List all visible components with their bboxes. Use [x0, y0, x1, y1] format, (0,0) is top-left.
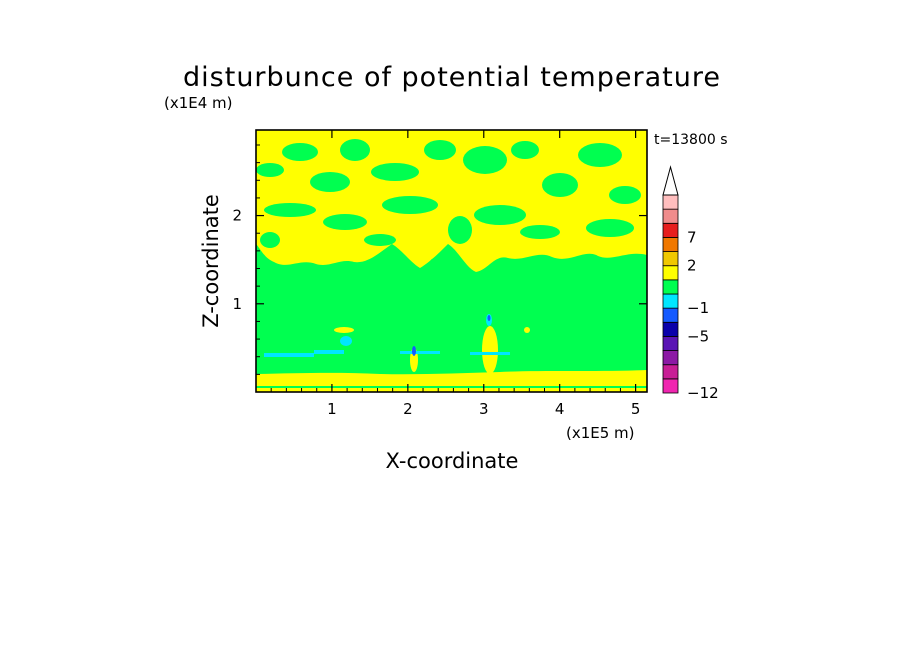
green-patch — [424, 140, 456, 160]
plot-frame — [255, 129, 648, 393]
green-patch — [364, 234, 396, 246]
colorbar-swatch — [662, 364, 679, 380]
colorbar-swatch — [662, 378, 679, 394]
colorbar-swatch — [662, 208, 679, 224]
colorbar-swatch — [662, 307, 679, 323]
green-patch — [310, 172, 350, 192]
green-patch — [609, 186, 641, 204]
y-axis-ticks: 12 — [232, 144, 647, 375]
colorbar-swatch — [662, 350, 679, 366]
cold-band — [314, 350, 344, 354]
cold-band — [470, 352, 510, 355]
green-patch — [260, 232, 280, 248]
green-patch — [282, 143, 318, 161]
green-patch — [586, 219, 634, 237]
x-axis-label: X-coordinate — [386, 449, 519, 473]
green-patch — [578, 143, 622, 167]
x-tick-label: 2 — [403, 400, 413, 418]
x-tick-label: 4 — [555, 400, 565, 418]
colorbar-label: 7 — [687, 228, 697, 246]
colorbar-swatch — [662, 293, 679, 309]
x-tick-label: 1 — [327, 400, 337, 418]
cold-band — [264, 353, 314, 357]
colorbar-swatch — [662, 194, 679, 210]
green-patch — [448, 216, 472, 244]
colorbar-extend-arrow — [662, 165, 679, 196]
colorbar-swatch — [662, 265, 679, 281]
y-unit-label: (x1E4 m) — [164, 94, 233, 112]
colorbar-swatch — [662, 321, 679, 337]
green-patch — [542, 173, 578, 197]
colorbar-swatch — [662, 237, 679, 252]
y-tick-label: 2 — [232, 207, 242, 225]
green-patch — [520, 225, 560, 239]
x-axis-ticks: 1 2 3 4 5 — [270, 130, 641, 418]
warm-column — [482, 326, 498, 374]
colorbar-swatch — [662, 222, 679, 238]
x-unit-label: (x1E5 m) — [566, 424, 635, 442]
colorbar-label: −12 — [687, 384, 719, 402]
cold-spot — [412, 346, 416, 356]
green-patch — [371, 163, 419, 181]
cold-spot — [340, 336, 352, 346]
green-patch — [264, 203, 316, 217]
green-patch — [382, 196, 438, 214]
warm-spot — [524, 327, 530, 333]
green-patch — [323, 214, 367, 230]
chart-title: disturbunce of potential temperature — [183, 62, 721, 93]
colorbar-label: −5 — [687, 327, 709, 345]
green-patch — [430, 257, 450, 267]
colorbar-swatch — [662, 251, 679, 267]
y-tick-label: 1 — [232, 295, 242, 313]
time-label: t=13800 s — [654, 132, 728, 148]
green-patch — [463, 146, 507, 174]
contour-field — [256, 130, 647, 392]
green-patch — [340, 139, 370, 161]
green-patch — [256, 163, 284, 177]
green-patch — [511, 141, 539, 159]
colorbar-swatch — [662, 336, 679, 351]
colorbar: 7 2 −1 −5 −12 — [662, 165, 719, 402]
cold-spot — [487, 315, 491, 321]
y-axis-label: Z-coordinate — [199, 194, 223, 328]
colorbar-label: −1 — [687, 299, 709, 317]
x-tick-label: 3 — [479, 400, 489, 418]
colorbar-swatch — [662, 279, 679, 295]
colorbar-label: 2 — [687, 257, 697, 275]
warm-spot — [334, 327, 354, 333]
x-tick-label: 5 — [631, 400, 641, 418]
green-patch — [474, 205, 526, 225]
cold-band — [400, 351, 440, 354]
